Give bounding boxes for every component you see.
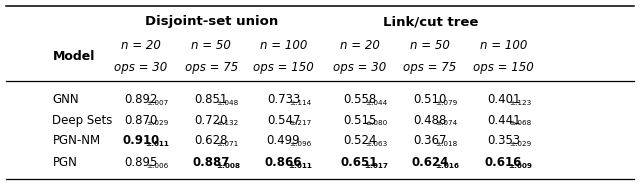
Text: GNN: GNN (52, 93, 79, 106)
Text: ±.018: ±.018 (436, 141, 458, 147)
Text: ±.071: ±.071 (217, 141, 239, 147)
Text: Link/cut tree: Link/cut tree (383, 15, 479, 28)
Text: 0.887: 0.887 (193, 156, 230, 169)
Text: 0.851: 0.851 (195, 93, 228, 106)
Text: 0.624: 0.624 (412, 156, 449, 169)
Text: ±.006: ±.006 (147, 163, 168, 169)
Text: 0.499: 0.499 (267, 134, 300, 147)
Text: ops = 150: ops = 150 (253, 61, 314, 74)
Text: 0.720: 0.720 (195, 114, 228, 126)
Text: PGN: PGN (52, 156, 77, 169)
Text: 0.616: 0.616 (485, 156, 522, 169)
Text: 0.367: 0.367 (413, 134, 447, 147)
Text: n = 20: n = 20 (121, 39, 161, 52)
Text: ops = 75: ops = 75 (403, 61, 457, 74)
Text: ±.096: ±.096 (289, 141, 311, 147)
Text: 0.547: 0.547 (267, 114, 300, 126)
Text: ±.029: ±.029 (147, 120, 168, 126)
Text: ±.079: ±.079 (436, 100, 458, 106)
Text: 0.910: 0.910 (122, 134, 159, 147)
Text: 0.353: 0.353 (487, 134, 520, 147)
Text: ±.009: ±.009 (508, 163, 532, 169)
Text: Disjoint-set union: Disjoint-set union (145, 15, 278, 28)
Text: 0.524: 0.524 (343, 134, 376, 147)
Text: 0.866: 0.866 (265, 156, 302, 169)
Text: ±.123: ±.123 (509, 100, 531, 106)
Text: n = 20: n = 20 (340, 39, 380, 52)
Text: 0.510: 0.510 (413, 93, 447, 106)
Text: ±.011: ±.011 (145, 141, 170, 147)
Text: ±.074: ±.074 (436, 120, 458, 126)
Text: 0.628: 0.628 (195, 134, 228, 147)
Text: n = 100: n = 100 (480, 39, 527, 52)
Text: 0.870: 0.870 (124, 114, 157, 126)
Text: ±.016: ±.016 (435, 163, 459, 169)
Text: 0.401: 0.401 (487, 93, 520, 106)
Text: ±.008: ±.008 (216, 163, 240, 169)
Text: ±.063: ±.063 (365, 141, 387, 147)
Text: ±.029: ±.029 (509, 141, 531, 147)
Text: ±.007: ±.007 (147, 100, 168, 106)
Text: ops = 30: ops = 30 (333, 61, 387, 74)
Text: 0.892: 0.892 (124, 93, 157, 106)
Text: ops = 150: ops = 150 (474, 61, 534, 74)
Text: 0.895: 0.895 (124, 156, 157, 169)
Text: ±.132: ±.132 (217, 120, 239, 126)
Text: 0.733: 0.733 (267, 93, 300, 106)
Text: PGN-NM: PGN-NM (52, 134, 100, 147)
Text: ±.011: ±.011 (288, 163, 312, 169)
Text: 0.441: 0.441 (487, 114, 520, 126)
Text: n = 100: n = 100 (260, 39, 307, 52)
Text: ±.217: ±.217 (289, 120, 311, 126)
Text: n = 50: n = 50 (191, 39, 231, 52)
Text: ±.017: ±.017 (364, 163, 388, 169)
Text: ±.068: ±.068 (509, 120, 531, 126)
Text: ±.044: ±.044 (365, 100, 387, 106)
Text: ±.048: ±.048 (217, 100, 239, 106)
Text: ops = 75: ops = 75 (184, 61, 238, 74)
Text: Deep Sets: Deep Sets (52, 114, 113, 126)
Text: ±.080: ±.080 (365, 120, 387, 126)
Text: n = 50: n = 50 (410, 39, 450, 52)
Text: 0.651: 0.651 (341, 156, 378, 169)
Text: 0.515: 0.515 (343, 114, 376, 126)
Text: ops = 30: ops = 30 (114, 61, 168, 74)
Text: ±.114: ±.114 (289, 100, 311, 106)
Text: 0.558: 0.558 (343, 93, 376, 106)
Text: 0.488: 0.488 (413, 114, 447, 126)
Text: Model: Model (52, 50, 95, 63)
